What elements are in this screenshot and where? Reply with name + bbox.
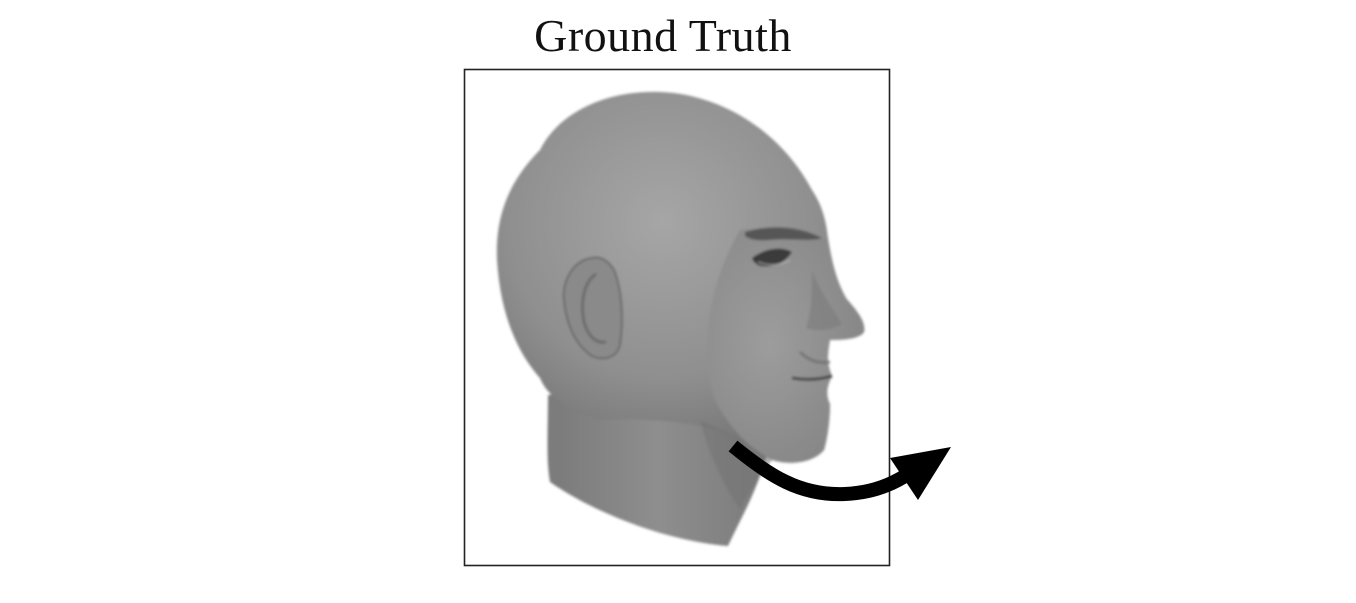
figure-title: Ground Truth [534, 10, 792, 61]
arrow-shaft [728, 440, 912, 502]
head-render [496, 91, 865, 546]
eye [752, 248, 792, 267]
brow [745, 227, 822, 241]
nose-shadow [806, 270, 842, 331]
arrow-head [890, 447, 951, 500]
rotation-arrow [728, 440, 951, 502]
face-shading [707, 228, 865, 463]
ear [562, 256, 623, 360]
jaw-shadow [700, 420, 772, 510]
mouth [791, 374, 833, 381]
